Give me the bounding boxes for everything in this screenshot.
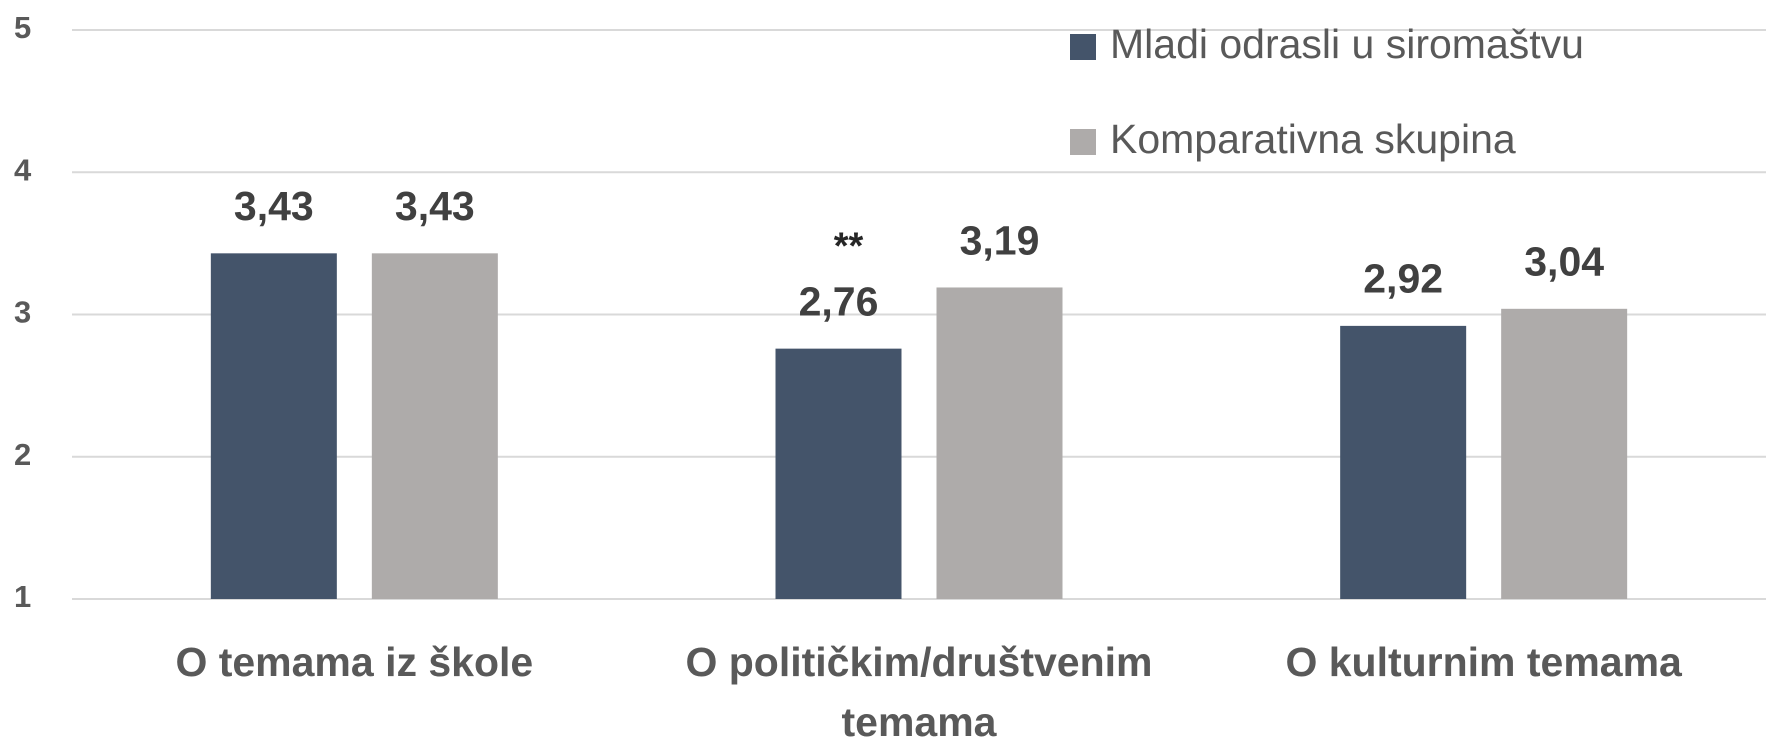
x-tick-label: O kulturnim temama (1285, 639, 1683, 685)
x-tick-label: O temama iz škole (175, 639, 533, 685)
legend-label: Komparativna skupina (1110, 116, 1516, 162)
x-tick-label: O političkim/društvenim temama (685, 639, 1152, 744)
legend-swatch (1070, 34, 1096, 60)
bar (371, 253, 498, 599)
value-label: 2,76 (799, 278, 879, 324)
legend-label: Mladi odrasli u siromaštvu (1110, 21, 1584, 67)
value-label: 3,19 (960, 217, 1040, 263)
bar (1501, 308, 1628, 599)
annotation: ** (834, 226, 864, 268)
value-label: 2,92 (1363, 256, 1443, 302)
bar (210, 253, 337, 599)
y-tick-label: 1 (14, 579, 31, 614)
bar (1340, 325, 1467, 599)
bar (936, 287, 1063, 599)
y-tick-label: 2 (14, 437, 31, 472)
value-label: 3,43 (395, 183, 475, 229)
bar (775, 348, 902, 599)
y-tick-label: 3 (14, 295, 31, 330)
y-tick-label: 4 (14, 152, 32, 187)
value-label: 3,04 (1524, 239, 1604, 285)
value-label: 3,43 (234, 183, 314, 229)
y-tick-label: 5 (14, 10, 31, 45)
legend-swatch (1070, 129, 1096, 155)
